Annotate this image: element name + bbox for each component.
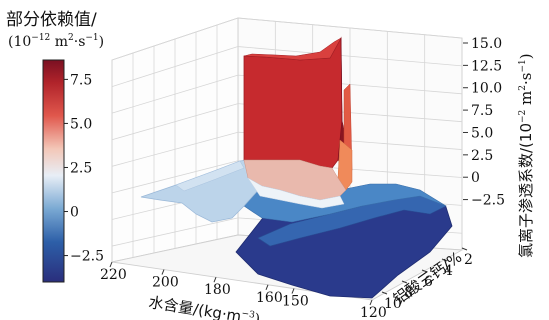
x-tick xyxy=(265,284,269,290)
z-axis-label: 氯离子渗透系数/(10−2 m2·s−1) xyxy=(517,53,535,258)
x-tick-label: 200 xyxy=(152,275,179,291)
y-tick-label: 10 xyxy=(384,296,402,312)
z-tick-label: 5.0 xyxy=(471,125,493,141)
colorbar-tick-label: 5.0 xyxy=(70,116,92,132)
z-tick-label: 15.0 xyxy=(471,36,502,52)
surface-plateau-lines xyxy=(175,160,245,192)
y-tick xyxy=(421,269,428,273)
y-tick xyxy=(381,291,388,295)
y-tick-label: 8 xyxy=(404,285,413,301)
z-tick-label: −2.5 xyxy=(471,193,505,209)
y-tick-label: 4 xyxy=(444,263,453,279)
y-tick-label: 2 xyxy=(464,252,473,268)
z-tick-label: 10.0 xyxy=(471,81,502,97)
y-tick xyxy=(401,280,408,284)
colorbar-tick-label: 7.5 xyxy=(70,72,92,88)
surface-orange-band xyxy=(337,139,353,191)
z-axis-ticks: 15.0 12.5 10.0 7.5 5.0 2.5 0 −2.5 xyxy=(463,36,505,209)
x-tick xyxy=(291,288,295,294)
x-tick-label: 180 xyxy=(204,282,231,298)
surface xyxy=(140,36,453,299)
z-tick-label: 12.5 xyxy=(471,58,502,74)
y-tick-label: 6 xyxy=(424,274,433,290)
y-tick xyxy=(441,258,448,262)
x-tick-label: 160 xyxy=(256,290,283,306)
colorbar-tick-label: 0 xyxy=(70,205,79,221)
z-tick-label: 0 xyxy=(471,170,480,186)
surface-peak-top xyxy=(243,37,342,61)
x-tick-label: 220 xyxy=(100,267,127,283)
x-tick xyxy=(369,299,373,306)
x-tick xyxy=(213,277,217,283)
x-tick-label: 150 xyxy=(282,294,309,310)
z-tick-label: 7.5 xyxy=(471,103,493,119)
x-tick-label: 120 xyxy=(360,305,387,320)
z-tick-label: 2.5 xyxy=(471,148,493,164)
surface-white-strip xyxy=(247,177,345,209)
x-axis-ticks: 220 200 180 160 150 120 xyxy=(100,261,387,320)
colorbar-ticks: 7.5 5.0 2.5 0 −2.5 xyxy=(64,72,104,265)
y-tick xyxy=(461,247,468,251)
colorbar-title-line2: (10−12 m2·s−1) xyxy=(8,33,104,50)
colorbar-title-line1: 部分依赖值/ xyxy=(6,10,97,30)
colorbar-tick-label: −2.5 xyxy=(70,249,104,265)
colorbar xyxy=(42,59,65,283)
x-tick xyxy=(109,261,113,268)
x-tick xyxy=(161,269,165,275)
colorbar-tick-label: 2.5 xyxy=(70,160,92,176)
